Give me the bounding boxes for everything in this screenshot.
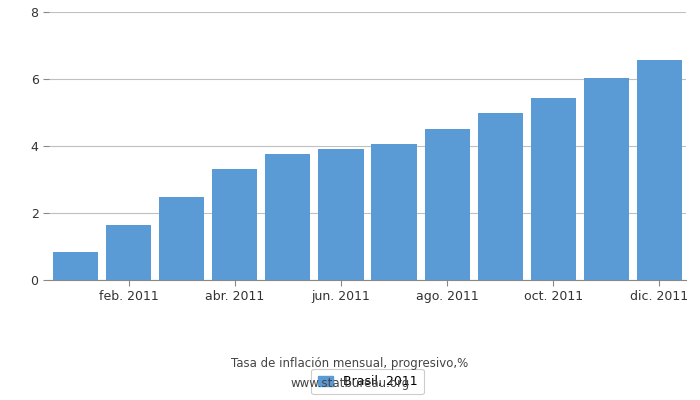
Bar	[106, 225, 151, 280]
Bar	[159, 196, 204, 280]
Bar	[584, 78, 629, 280]
Bar	[477, 112, 523, 280]
Bar	[318, 149, 363, 280]
Bar	[53, 252, 98, 280]
Bar	[212, 170, 258, 280]
Bar	[531, 98, 576, 280]
Text: www.statbureau.org: www.statbureau.org	[290, 378, 410, 390]
Bar	[372, 144, 416, 280]
Bar	[425, 129, 470, 280]
Text: Tasa de inflación mensual, progresivo,%: Tasa de inflación mensual, progresivo,%	[232, 358, 468, 370]
Bar	[265, 154, 310, 280]
Legend: Brasil, 2011: Brasil, 2011	[312, 369, 424, 394]
Bar	[637, 60, 682, 280]
